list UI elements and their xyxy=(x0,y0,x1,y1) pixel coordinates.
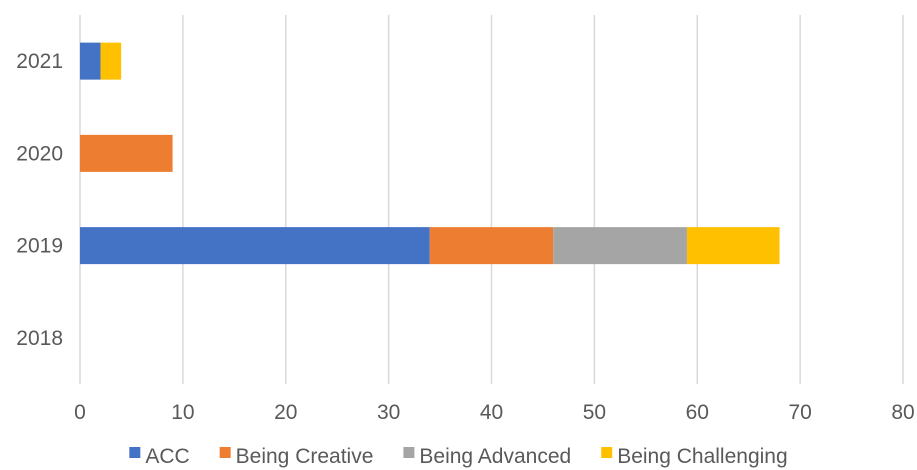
x-tick-label: 60 xyxy=(686,401,709,424)
bar-segment xyxy=(429,227,554,265)
legend-swatch xyxy=(129,447,141,458)
legend-label: ACC xyxy=(145,445,189,468)
gridlines xyxy=(79,15,904,384)
y-category-label: 2021 xyxy=(16,50,63,73)
legend-swatch xyxy=(403,447,415,458)
x-tick-label: 80 xyxy=(891,401,914,424)
y-axis: 2018 2019 2020 2021 xyxy=(16,50,63,350)
bar-segment xyxy=(80,42,101,80)
legend: ACC Being Creative Being Advanced Being Cha… xyxy=(129,445,788,468)
bar-segment xyxy=(80,227,430,265)
legend-label: Being Challenging xyxy=(617,445,787,468)
bar-segment xyxy=(100,42,122,80)
bars xyxy=(80,42,780,265)
y-category-label: 2020 xyxy=(16,142,63,165)
x-tick-label: 0 xyxy=(74,401,86,424)
x-tick-label: 70 xyxy=(788,401,811,424)
x-tick-label: 40 xyxy=(480,401,503,424)
legend-swatch xyxy=(601,447,613,458)
x-tick-label: 30 xyxy=(377,401,400,424)
x-axis: 0 10 20 30 40 50 60 70 80 xyxy=(74,401,915,424)
y-category-label: 2018 xyxy=(16,327,63,350)
legend-label: Being Advanced xyxy=(419,445,571,468)
legend-label: Being Creative xyxy=(236,445,374,468)
bar-segment xyxy=(686,227,780,265)
bar-segment xyxy=(80,134,173,172)
x-tick-label: 10 xyxy=(171,401,194,424)
x-tick-label: 50 xyxy=(583,401,606,424)
bar-segment xyxy=(553,227,687,265)
legend-swatch xyxy=(219,447,231,458)
x-tick-label: 20 xyxy=(274,401,297,424)
y-category-label: 2019 xyxy=(16,235,63,258)
